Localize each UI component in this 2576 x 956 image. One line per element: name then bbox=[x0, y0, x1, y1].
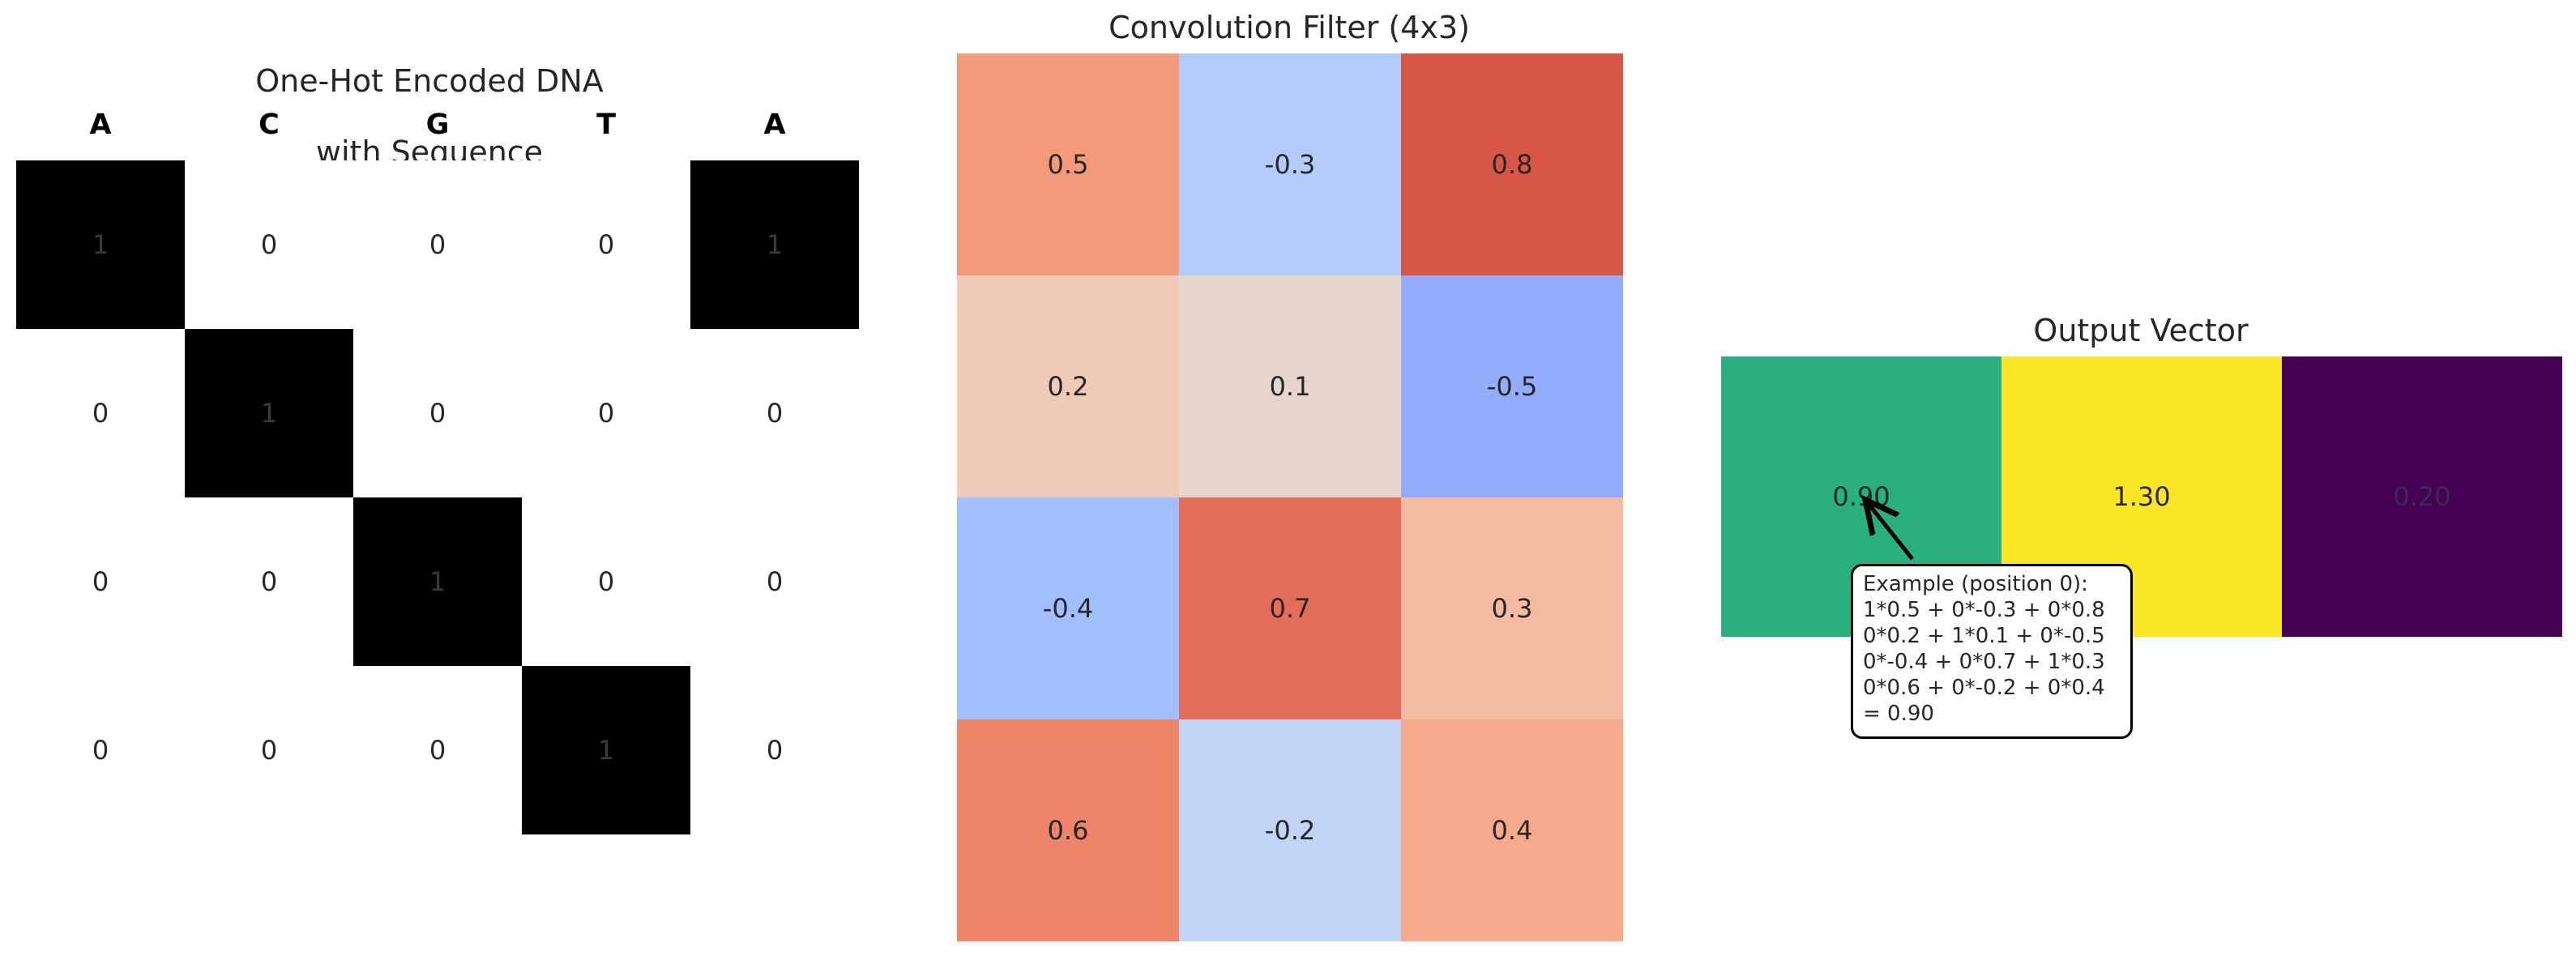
filter-cell: -0.4 bbox=[957, 497, 1179, 719]
filter-cell: 0.3 bbox=[1401, 497, 1623, 719]
filter-cell: 0.1 bbox=[1179, 275, 1401, 497]
one-hot-cell: 0 bbox=[522, 160, 690, 329]
one-hot-cell: 1 bbox=[690, 160, 859, 329]
one-hot-cell: 0 bbox=[522, 329, 690, 497]
one-hot-cell: 1 bbox=[353, 497, 522, 666]
one-hot-cell: 0 bbox=[522, 497, 690, 666]
one-hot-cell: 1 bbox=[522, 666, 690, 834]
one-hot-cell: 1 bbox=[185, 329, 353, 497]
filter-cell: 0.7 bbox=[1179, 497, 1401, 719]
filter-cell: 0.2 bbox=[957, 275, 1179, 497]
one-hot-cell: 0 bbox=[353, 329, 522, 497]
filter-cell: -0.5 bbox=[1401, 275, 1623, 497]
one-hot-cell: 0 bbox=[690, 666, 859, 834]
one-hot-cell: 0 bbox=[353, 160, 522, 329]
output-cell: 0.20 bbox=[2282, 356, 2562, 637]
sequence-label: A bbox=[89, 109, 112, 141]
filter-cell: 0.4 bbox=[1401, 719, 1623, 941]
one-hot-cell: 0 bbox=[185, 160, 353, 329]
sequence-label: A bbox=[763, 109, 786, 141]
filter-cell: 0.8 bbox=[1401, 53, 1623, 275]
one-hot-cell: 0 bbox=[16, 666, 185, 834]
annotation-line-4: 0*-0.4 + 0*0.7 + 1*0.3 bbox=[1863, 650, 2105, 674]
one-hot-cell: 0 bbox=[16, 329, 185, 497]
annotation-line-2: 1*0.5 + 0*-0.3 + 0*0.8 bbox=[1863, 598, 2105, 622]
filter-cell: 0.6 bbox=[957, 719, 1179, 941]
annotation-line-6: = 0.90 bbox=[1863, 702, 1934, 726]
one-hot-cell: 0 bbox=[690, 497, 859, 666]
one-hot-cell: 0 bbox=[185, 497, 353, 666]
one-hot-cell: 0 bbox=[185, 666, 353, 834]
one-hot-cell: 0 bbox=[353, 666, 522, 834]
sequence-label: G bbox=[425, 109, 450, 141]
one-hot-cell: 1 bbox=[16, 160, 185, 329]
filter-cell: -0.2 bbox=[1179, 719, 1401, 941]
filter-title: Convolution Filter (4x3) bbox=[1109, 10, 1470, 45]
filter-cell: -0.3 bbox=[1179, 53, 1401, 275]
annotation-line-5: 0*0.6 + 0*-0.2 + 0*0.4 bbox=[1863, 676, 2105, 700]
one-hot-cell: 0 bbox=[16, 497, 185, 666]
one-hot-title-line-1: One-Hot Encoded DNA bbox=[255, 63, 604, 99]
sequence-label: T bbox=[596, 109, 616, 141]
filter-cell: 0.5 bbox=[957, 53, 1179, 275]
one-hot-cell: 0 bbox=[690, 329, 859, 497]
sequence-label: C bbox=[258, 109, 280, 141]
annotation-line-3: 0*0.2 + 1*0.1 + 0*-0.5 bbox=[1863, 624, 2105, 648]
output-title: Output Vector bbox=[2033, 313, 2249, 348]
annotation-line-1: Example (position 0): bbox=[1863, 572, 2088, 596]
example-annotation: Example (position 0): 1*0.5 + 0*-0.3 + 0… bbox=[1851, 564, 2133, 739]
